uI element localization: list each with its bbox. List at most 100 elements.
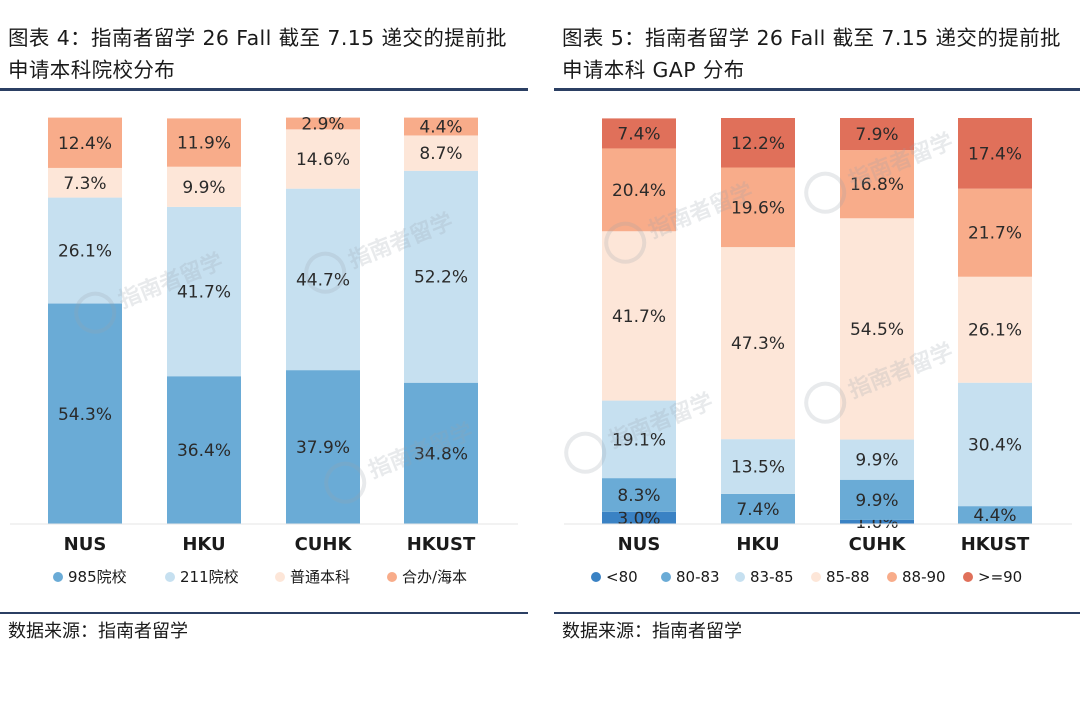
source-note: 数据来源：指南者留学: [562, 621, 742, 642]
data-label: 47.3%: [731, 334, 785, 354]
bar-segment: [48, 117, 122, 168]
legend-label: 普通本科: [290, 568, 350, 586]
bar-segment: [721, 118, 795, 168]
bar-segment: [721, 167, 795, 248]
chart-svg: 54.3% 26.1% 7.3% 12.4% NUS 36.4% 41.7% 9.9% 11.9…: [0, 92, 528, 592]
category-label: NUS: [618, 534, 661, 555]
data-label: 8.3%: [617, 486, 660, 506]
legend-label: 88-90: [902, 568, 946, 586]
category-label: CUHK: [295, 534, 353, 555]
data-label: 9.9%: [855, 451, 898, 471]
data-label: 20.4%: [612, 181, 666, 201]
title-divider: [0, 88, 528, 91]
bar-segment: [602, 400, 676, 479]
legend-marker: [963, 572, 973, 582]
data-label: 41.7%: [612, 307, 666, 327]
data-label: 34.8%: [414, 444, 468, 464]
category-label: HKUST: [961, 534, 1030, 555]
data-label: 12.2%: [731, 134, 785, 154]
data-label: 19.6%: [731, 198, 785, 218]
data-label: 7.9%: [855, 125, 898, 145]
data-label: 14.6%: [296, 150, 350, 170]
data-label: 2.9%: [301, 114, 344, 134]
bar-segment: [167, 376, 241, 524]
bar-segment: [48, 197, 122, 304]
data-label: 7.4%: [736, 500, 779, 520]
data-label: 54.5%: [850, 320, 904, 340]
bar-segment: [286, 188, 360, 371]
legend-marker: [735, 572, 745, 582]
data-label: 7.3%: [63, 174, 106, 194]
bar-segment: [840, 479, 914, 520]
data-label: 9.9%: [182, 178, 225, 198]
bar-segment: [404, 170, 478, 383]
bar-segment: [840, 150, 914, 219]
chart-panel-left: 图表 4：指南者留学 26 Fall 截至 7.15 递交的提前批申请本科院校分…: [0, 0, 528, 702]
legend-label: 83-85: [750, 568, 794, 586]
category-label: NUS: [64, 534, 107, 555]
figure-title: 图表 5：指南者留学 26 Fall 截至 7.15 递交的提前批申请本科 GA…: [562, 26, 1061, 82]
bar-segment: [167, 206, 241, 377]
bar-segment: [167, 166, 241, 207]
data-label: 4.4%: [973, 506, 1016, 526]
data-label: 54.3%: [58, 405, 112, 425]
data-label: 26.1%: [968, 321, 1022, 341]
data-label: 8.7%: [419, 144, 462, 164]
bar-segment: [602, 478, 676, 512]
legend-marker: [165, 572, 175, 582]
bar-segment: [958, 276, 1032, 383]
data-label: 19.1%: [612, 430, 666, 450]
legend-marker: [387, 572, 397, 582]
data-label: 36.4%: [177, 441, 231, 461]
legend-label: 985院校: [68, 568, 127, 586]
legend-marker: [887, 572, 897, 582]
bar-segment: [840, 439, 914, 480]
bar-segment: [167, 118, 241, 167]
bar-segment: [958, 188, 1032, 277]
bar-segment: [958, 382, 1032, 507]
bar-segment: [602, 148, 676, 232]
bar-segment: [404, 382, 478, 524]
data-label: 37.9%: [296, 438, 350, 458]
source-divider: [554, 612, 1080, 614]
legend-label: >=90: [978, 568, 1022, 586]
bar-segment: [404, 135, 478, 171]
data-label: 3.0%: [617, 509, 660, 529]
category-label: HKUST: [407, 534, 476, 555]
bar-segment: [286, 117, 360, 130]
source-note: 数据来源：指南者留学: [8, 621, 188, 642]
bar-segment: [721, 439, 795, 494]
bar-segment: [286, 129, 360, 189]
bar-segment: [602, 118, 676, 149]
legend-label: 85-88: [826, 568, 870, 586]
legend-marker: [811, 572, 821, 582]
data-label: 21.7%: [968, 224, 1022, 244]
data-label: 26.1%: [58, 242, 112, 262]
data-label: 11.9%: [177, 134, 231, 154]
data-label: 12.4%: [58, 134, 112, 154]
figure-title: 图表 4：指南者留学 26 Fall 截至 7.15 递交的提前批申请本科院校分…: [8, 26, 507, 82]
legend-marker: [275, 572, 285, 582]
data-label: 7.4%: [617, 124, 660, 144]
bar-segment: [840, 118, 914, 151]
bar-segment: [286, 370, 360, 524]
legend-label: <80: [606, 568, 638, 586]
bar-segment: [958, 118, 1032, 189]
data-label: 41.7%: [177, 283, 231, 303]
bar-segment: [48, 303, 122, 524]
bar-segment: [721, 247, 795, 440]
bar-segment: [958, 506, 1032, 524]
data-label: 52.2%: [414, 268, 468, 288]
legend-label: 80-83: [676, 568, 720, 586]
data-label: 4.4%: [419, 118, 462, 138]
data-label: 44.7%: [296, 270, 350, 290]
stacked-bar-chart-university: 54.3% 26.1% 7.3% 12.4% NUS 36.4% 41.7% 9.9% 11.9…: [0, 92, 528, 592]
legend-marker: [661, 572, 671, 582]
category-label: HKU: [182, 534, 225, 555]
legend-label: 211院校: [180, 568, 239, 586]
legend-marker: [53, 572, 63, 582]
bar-segment: [840, 218, 914, 440]
bar-segment: [602, 231, 676, 401]
data-label: 9.9%: [855, 491, 898, 511]
data-label: 17.4%: [968, 144, 1022, 164]
